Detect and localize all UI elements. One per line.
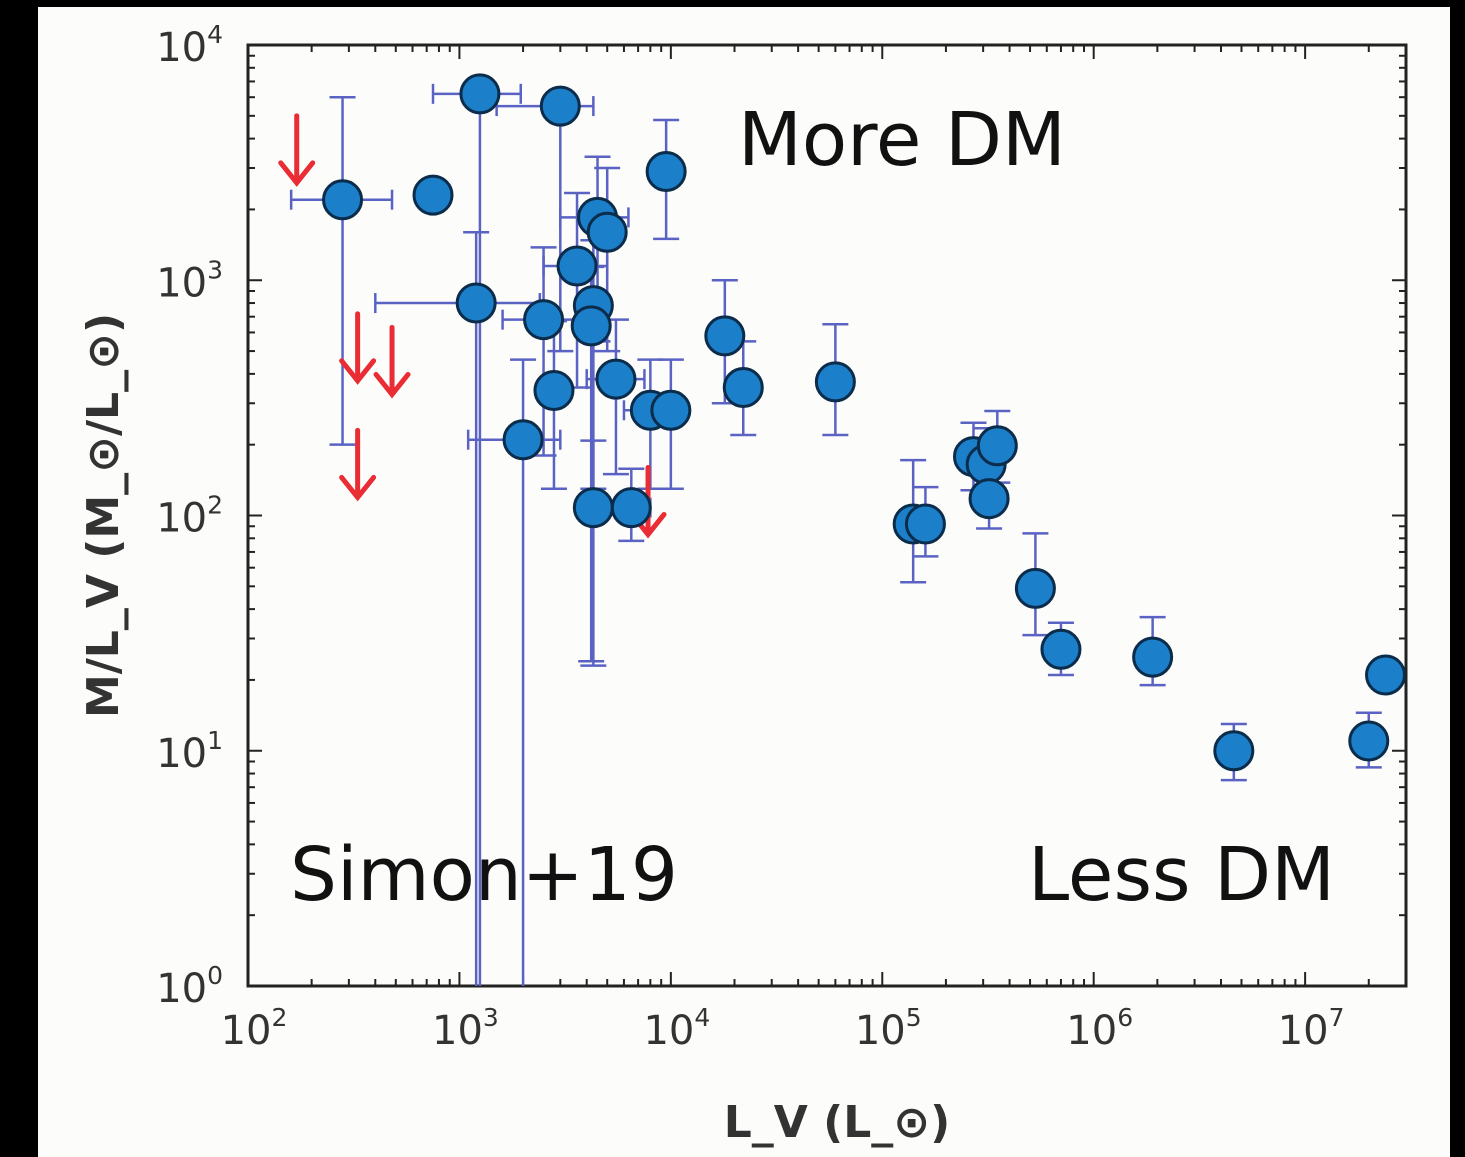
data-point bbox=[650, 389, 692, 431]
annotation-simon19: Simon+19 bbox=[290, 832, 678, 918]
data-point bbox=[523, 299, 565, 341]
data-point bbox=[595, 358, 637, 400]
data-point bbox=[459, 73, 501, 115]
data-point bbox=[572, 487, 614, 529]
y-tick-label: 102 bbox=[156, 491, 223, 542]
x-tick-label: 106 bbox=[1066, 1003, 1133, 1054]
data-point bbox=[412, 174, 454, 216]
data-point bbox=[704, 315, 746, 357]
data-point bbox=[1348, 720, 1390, 762]
data-point bbox=[968, 478, 1010, 520]
scatter-chart: 102 103 104 105 106 107 100 101 102 103 104 L_V (L_… bbox=[78, 20, 1408, 1148]
data-point bbox=[645, 150, 687, 192]
data-points bbox=[322, 73, 1407, 772]
annotation-less-dm: Less DM bbox=[1028, 832, 1335, 918]
data-point bbox=[539, 85, 581, 127]
data-point bbox=[904, 503, 946, 545]
figure-panel: 102 103 104 105 106 107 100 101 102 103 104 L_V (L_… bbox=[38, 7, 1450, 1157]
data-point bbox=[1040, 628, 1082, 670]
data-point bbox=[722, 367, 764, 409]
x-axis-label: L_V (L_⊙) bbox=[724, 1097, 951, 1148]
upper-limit-arrowhead bbox=[339, 358, 377, 385]
upper-limit-arrowhead bbox=[373, 371, 411, 399]
data-point bbox=[533, 369, 575, 411]
y-tick-label: 103 bbox=[156, 255, 223, 306]
data-point bbox=[814, 361, 856, 403]
y-tick-label: 101 bbox=[156, 726, 223, 777]
data-point bbox=[1014, 567, 1056, 609]
data-point bbox=[1213, 730, 1255, 772]
data-point bbox=[570, 305, 612, 347]
y-tick-label: 104 bbox=[156, 20, 223, 71]
data-point bbox=[556, 245, 598, 287]
data-point bbox=[1132, 636, 1174, 678]
data-point bbox=[502, 419, 544, 461]
y-tick-label: 100 bbox=[156, 961, 223, 1012]
annotation-more-dm: More DM bbox=[738, 97, 1066, 183]
x-tick-label: 105 bbox=[855, 1003, 922, 1054]
upper-limit-arrowhead bbox=[278, 160, 316, 187]
x-tick-label: 102 bbox=[221, 1003, 288, 1054]
data-point bbox=[1365, 654, 1407, 696]
data-point bbox=[322, 179, 364, 221]
data-point bbox=[976, 425, 1018, 467]
data-point bbox=[610, 487, 652, 529]
y-axis-label: M/L_V (M_⊙/L_⊙) bbox=[78, 313, 129, 718]
data-point bbox=[586, 211, 628, 253]
x-tick-label: 103 bbox=[432, 1003, 499, 1054]
upper-limit-arrowhead bbox=[339, 474, 377, 502]
x-tick-label: 104 bbox=[643, 1003, 710, 1054]
data-point bbox=[455, 282, 497, 324]
x-tick-label: 107 bbox=[1278, 1003, 1345, 1054]
